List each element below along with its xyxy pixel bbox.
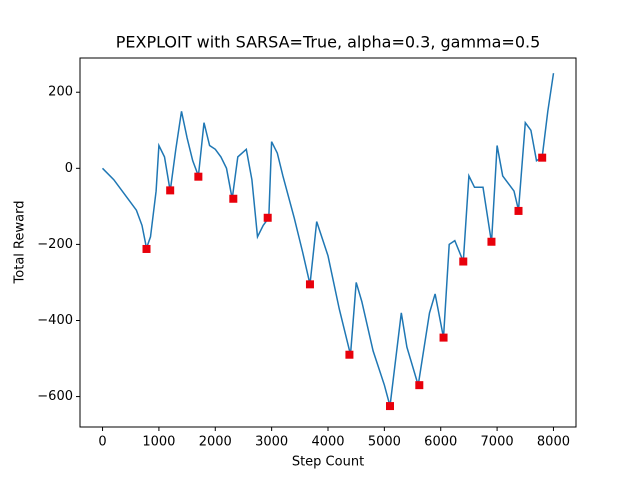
marker bbox=[194, 172, 203, 181]
y-tick-label: 0 bbox=[65, 161, 73, 176]
marker bbox=[514, 206, 523, 215]
marker bbox=[263, 213, 272, 222]
x-tick-label: 4000 bbox=[311, 435, 344, 450]
marker bbox=[345, 350, 354, 359]
y-tick-label: −200 bbox=[37, 237, 73, 252]
x-tick-label: 2000 bbox=[199, 435, 232, 450]
marker bbox=[538, 153, 547, 162]
marker bbox=[386, 402, 394, 411]
marker bbox=[487, 237, 496, 246]
x-axis-label: Step Count bbox=[292, 455, 364, 470]
x-tick-label: 5000 bbox=[368, 435, 401, 450]
plot-frame bbox=[79, 57, 577, 428]
y-tick-label: −400 bbox=[37, 313, 73, 328]
marker bbox=[305, 280, 314, 289]
x-tick-label: 3000 bbox=[255, 435, 288, 450]
x-tick-label: 0 bbox=[98, 435, 106, 450]
x-tick-label: 7000 bbox=[481, 435, 514, 450]
marker bbox=[166, 186, 175, 195]
y-tick-label: −600 bbox=[37, 389, 73, 404]
marker bbox=[415, 381, 424, 390]
y-tick-label: 200 bbox=[48, 85, 73, 100]
marker bbox=[439, 333, 448, 342]
y-axis-label: Total Reward bbox=[13, 201, 28, 285]
marker bbox=[229, 194, 238, 203]
x-tick-label: 8000 bbox=[537, 435, 570, 450]
x-tick-label: 1000 bbox=[142, 435, 175, 450]
chart-title: PEXPLOIT with SARSA=True, alpha=0.3, gam… bbox=[116, 33, 541, 52]
line bbox=[101, 73, 555, 407]
marker bbox=[459, 257, 468, 266]
x-tick-label: 6000 bbox=[424, 435, 457, 450]
marker bbox=[142, 244, 151, 253]
